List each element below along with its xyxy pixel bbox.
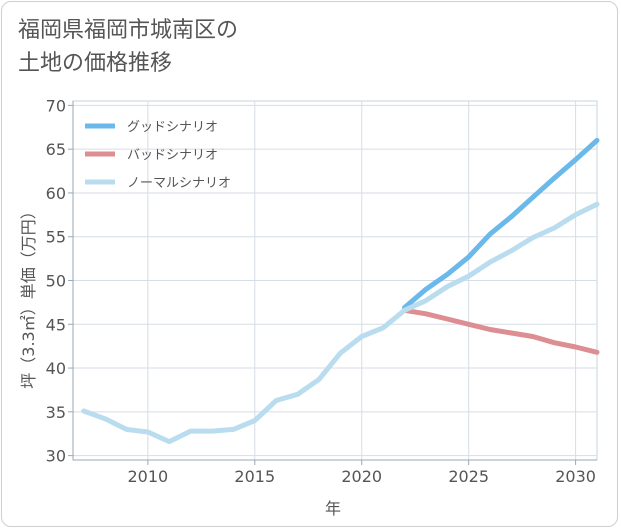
y-tick-label: 30 [46, 447, 66, 466]
legend-label: バッドシナリオ [127, 148, 218, 163]
y-tick-label: 65 [46, 140, 66, 159]
y-tick-label: 55 [46, 228, 66, 247]
y-tick-label: 60 [46, 184, 66, 203]
axes: 30 35 40 45 50 55 60 65 70 2010 2015 2020 2025 2030 [46, 96, 597, 486]
x-tick-label: 2010 [127, 467, 168, 486]
chart-title-line-2: 土地の価格推移 [18, 51, 173, 76]
y-tick-label: 50 [46, 272, 66, 291]
x-axis-title: 年 [325, 499, 341, 518]
x-tick-label: 2025 [448, 467, 489, 486]
x-tick-label: 2015 [234, 467, 275, 486]
y-tick-label: 35 [46, 403, 66, 422]
y-tick-label: 40 [46, 359, 66, 378]
x-tick-label: 2020 [341, 467, 382, 486]
grid [72, 100, 598, 461]
x-tick-label: 2030 [555, 467, 596, 486]
series-lines [81, 137, 600, 445]
chart-title: 福岡県福岡市城南区の 土地の価格推移 [18, 14, 238, 80]
chart-title-line-1: 福岡県福岡市城南区の [18, 18, 239, 43]
y-axis-title: 坪（3.3㎡）単価（万円） [19, 203, 38, 388]
legend-label: ノーマルシナリオ [127, 176, 231, 191]
y-tick-label: 70 [46, 96, 66, 115]
y-tick-label: 45 [46, 315, 66, 334]
series-line-2 [81, 201, 600, 445]
legend-label: グッドシナリオ [127, 120, 218, 135]
series-line-1 [402, 307, 600, 355]
series-line-0 [402, 137, 600, 311]
